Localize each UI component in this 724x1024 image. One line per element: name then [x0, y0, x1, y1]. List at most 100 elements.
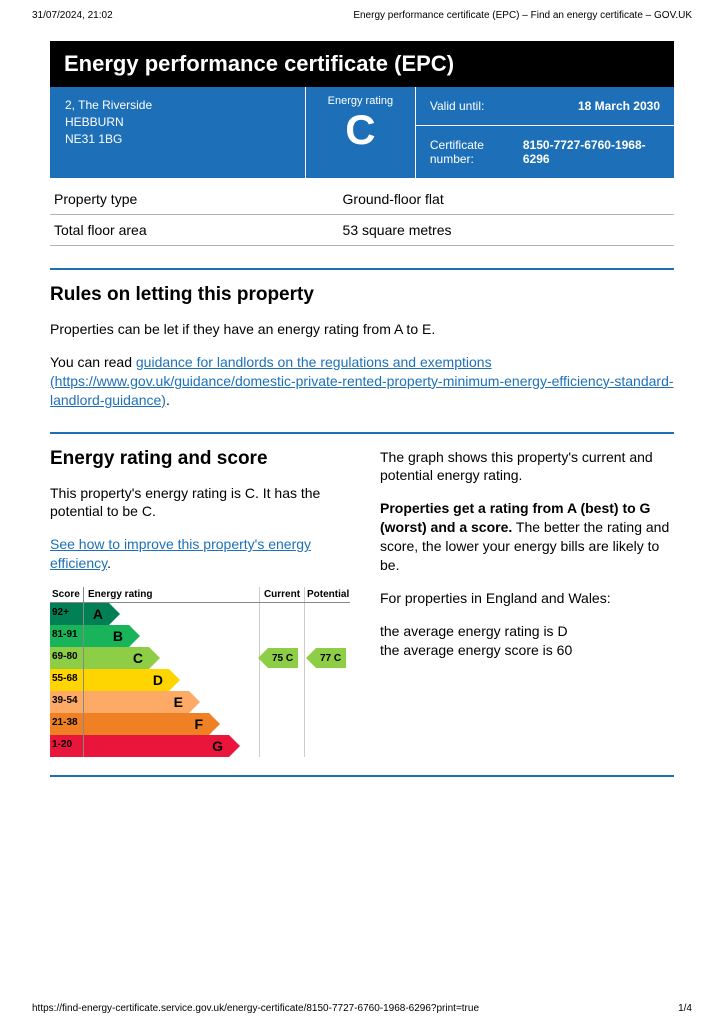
chart-current-col — [260, 625, 305, 647]
chart-band-row: 92+ A — [50, 603, 350, 625]
section-divider — [50, 775, 674, 777]
valid-until-label: Valid until: — [430, 99, 484, 113]
chart-band-rating: B — [84, 625, 260, 647]
chart-band-score: 81-91 — [50, 625, 84, 647]
chart-header: Score Energy rating Current Potential — [50, 587, 350, 603]
certificate-value: 8150-7727-6760-1968-6296 — [523, 138, 660, 166]
print-page-num: 1/4 — [678, 1003, 692, 1014]
certificate-number-row: Certificate number: 8150-7727-6760-1968-… — [416, 125, 674, 178]
chart-band-score: 69-80 — [50, 647, 84, 669]
address-line2: HEBBURN — [65, 114, 291, 131]
chart-band-letter: D — [153, 672, 163, 688]
chart-band-rating: A — [84, 603, 260, 625]
chart-band-score: 55-68 — [50, 669, 84, 691]
chart-band-row: 39-54 E — [50, 691, 350, 713]
print-page-title: Energy performance certificate (EPC) – F… — [353, 10, 692, 21]
rating-r-p4: the average energy rating is D the avera… — [380, 622, 674, 660]
chart-band-rating: C — [84, 647, 260, 669]
print-datetime: 31/07/2024, 21:02 — [32, 10, 113, 21]
rating-link-p: See how to improve this property's energ… — [50, 535, 350, 573]
chart-header-rating: Energy rating — [84, 587, 260, 602]
chart-band-row: 55-68 D — [50, 669, 350, 691]
property-table: Property type Ground-floor flat Total fl… — [50, 184, 674, 246]
chart-band-rating: G — [84, 735, 260, 757]
chart-header-current: Current — [260, 587, 305, 602]
section-divider — [50, 432, 674, 434]
rules-p2-suffix: . — [166, 392, 170, 408]
energy-rating-chart: Score Energy rating Current Potential 92… — [50, 587, 350, 757]
chart-potential-tag: 77 C — [316, 648, 346, 668]
rules-heading: Rules on letting this property — [50, 284, 674, 306]
chart-band-letter: G — [212, 738, 223, 754]
property-type-value: Ground-floor flat — [339, 184, 674, 215]
rating-right-col: The graph shows this property's current … — [380, 448, 674, 758]
chart-potential-col — [305, 603, 350, 625]
chart-band-letter: B — [113, 628, 123, 644]
certificate-label: Certificate number: — [430, 138, 523, 166]
rating-p1: This property's energy rating is C. It h… — [50, 484, 350, 522]
chart-header-potential: Potential — [305, 587, 350, 602]
address-line1: 2, The Riverside — [65, 97, 291, 114]
improve-efficiency-link[interactable]: See how to improve this property's energ… — [50, 536, 311, 571]
page-content: Energy performance certificate (EPC) 2, … — [0, 25, 724, 777]
floor-area-value: 53 square metres — [339, 215, 674, 246]
print-url: https://find-energy-certificate.service.… — [32, 1003, 479, 1014]
chart-header-score: Score — [50, 587, 84, 602]
table-row: Property type Ground-floor flat — [50, 184, 674, 215]
rating-letter: C — [316, 109, 405, 151]
chart-band-row: 69-80 C — [50, 647, 350, 669]
floor-area-label: Total floor area — [50, 215, 339, 246]
chart-band-letter: E — [174, 694, 183, 710]
valid-until-row: Valid until: 18 March 2030 — [416, 87, 674, 125]
print-header: 31/07/2024, 21:02 Energy performance cer… — [0, 0, 724, 25]
header-right-col: Valid until: 18 March 2030 Certificate n… — [416, 87, 674, 178]
rules-p2: You can read guidance for landlords on t… — [50, 353, 674, 410]
address-cell: 2, The Riverside HEBBURN NE31 1BG — [51, 87, 306, 178]
avg-rating: the average energy rating is D — [380, 623, 568, 639]
chart-potential-col — [305, 625, 350, 647]
chart-body: 92+ A 81-91 B 69-80 C 55-68 D 39-54 E 21-38 F 1-20 G 7… — [50, 603, 350, 757]
chart-band-score: 92+ — [50, 603, 84, 625]
chart-current-col — [260, 713, 305, 735]
chart-band-score: 39-54 — [50, 691, 84, 713]
rating-r-p3: For properties in England and Wales: — [380, 589, 674, 608]
print-footer: https://find-energy-certificate.service.… — [32, 1003, 692, 1014]
rating-left-col: Energy rating and score This property's … — [50, 448, 350, 758]
section-divider — [50, 268, 674, 270]
chart-potential-col — [305, 713, 350, 735]
chart-potential-col — [305, 691, 350, 713]
page-title: Energy performance certificate (EPC) — [50, 41, 674, 87]
header-grid: 2, The Riverside HEBBURN NE31 1BG Energy… — [50, 87, 674, 178]
property-type-label: Property type — [50, 184, 339, 215]
chart-band-rating: E — [84, 691, 260, 713]
rating-r-p2: Properties get a rating from A (best) to… — [380, 499, 674, 575]
rating-cell: Energy rating C — [306, 87, 416, 178]
chart-band-letter: A — [93, 606, 103, 622]
avg-score: the average energy score is 60 — [380, 642, 572, 658]
landlord-guidance-link[interactable]: guidance for landlords on the regulation… — [50, 354, 674, 408]
address-line3: NE31 1BG — [65, 131, 291, 148]
chart-current-col — [260, 735, 305, 757]
chart-band-score: 1-20 — [50, 735, 84, 757]
rating-r-p1: The graph shows this property's current … — [380, 448, 674, 486]
chart-band-letter: F — [194, 716, 203, 732]
rules-p2-prefix: You can read — [50, 354, 136, 370]
chart-band-row: 81-91 B — [50, 625, 350, 647]
chart-band-row: 1-20 G — [50, 735, 350, 757]
chart-current-col — [260, 669, 305, 691]
rules-p1: Properties can be let if they have an en… — [50, 320, 674, 339]
chart-current-col — [260, 691, 305, 713]
chart-band-rating: D — [84, 669, 260, 691]
chart-current-tag: 75 C — [268, 648, 298, 668]
rating-two-col: Energy rating and score This property's … — [50, 448, 674, 758]
rating-heading: Energy rating and score — [50, 448, 350, 470]
chart-potential-col — [305, 669, 350, 691]
table-row: Total floor area 53 square metres — [50, 215, 674, 246]
valid-until-value: 18 March 2030 — [578, 99, 660, 113]
chart-current-col — [260, 603, 305, 625]
chart-band-rating: F — [84, 713, 260, 735]
chart-band-letter: C — [133, 650, 143, 666]
chart-band-score: 21-38 — [50, 713, 84, 735]
chart-potential-col — [305, 735, 350, 757]
chart-band-row: 21-38 F — [50, 713, 350, 735]
